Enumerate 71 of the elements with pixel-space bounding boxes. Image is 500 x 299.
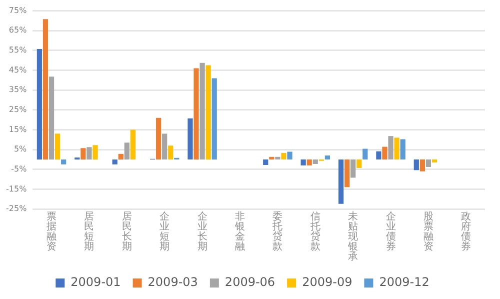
legend-label: 2009-06	[224, 275, 276, 290]
y-tick-label: 35%	[8, 85, 28, 94]
y-tick-label: -25%	[6, 204, 28, 214]
bar	[388, 136, 394, 160]
bar	[263, 159, 268, 165]
y-tick-label: 65%	[8, 26, 28, 35]
bar	[86, 147, 92, 160]
bar	[269, 156, 274, 160]
bar	[156, 118, 162, 160]
bar	[168, 146, 174, 160]
y-tick-label: -5%	[11, 164, 28, 174]
y-tick-label: 15%	[8, 124, 28, 134]
bar	[275, 156, 280, 160]
bar	[362, 148, 368, 160]
bar	[300, 159, 306, 166]
bar	[200, 62, 205, 160]
bar	[287, 152, 292, 160]
x-tick-label: 居民短期	[84, 212, 94, 253]
bar	[36, 49, 42, 160]
bar	[394, 138, 400, 160]
bar	[350, 159, 356, 178]
x-tick-label: 股票融资	[423, 212, 434, 253]
bar	[356, 159, 362, 168]
bar	[54, 134, 60, 160]
legend-label: 2009-03	[148, 275, 198, 290]
legend-label: 2009-09	[302, 275, 352, 290]
bar	[61, 159, 66, 164]
x-tick-label: 未贴现银承	[347, 210, 358, 263]
x-tick-label: 信托贷款	[309, 210, 320, 253]
bar	[432, 159, 438, 162]
bar	[414, 159, 419, 170]
bar	[306, 159, 312, 166]
x-tick-label: 居民长期	[122, 212, 132, 253]
bar	[206, 65, 211, 160]
y-tick-label: 75%	[8, 6, 28, 15]
bar	[48, 76, 54, 160]
x-tick-label: 企业债券	[386, 210, 396, 253]
bar	[80, 148, 86, 160]
bar	[92, 145, 98, 160]
bar	[382, 146, 388, 160]
bar	[338, 159, 344, 204]
y-tick-label: 5%	[14, 144, 28, 154]
bar	[194, 68, 199, 160]
bar	[42, 19, 48, 160]
bar	[420, 159, 425, 172]
bar	[188, 118, 193, 160]
bar	[344, 159, 350, 188]
bar	[312, 159, 318, 164]
x-tick-label: 企业长期	[197, 210, 208, 253]
bar	[281, 152, 286, 160]
bar	[112, 159, 118, 164]
x-tick-label: 非银金融	[234, 210, 245, 253]
legend-label: 2009-12	[379, 275, 430, 290]
bar	[162, 134, 168, 160]
bar	[400, 139, 406, 160]
x-tick-label: 企业短期	[160, 210, 170, 253]
y-tick-label: -15%	[6, 184, 28, 194]
x-tick-label: 政府债券	[461, 212, 472, 253]
bar	[324, 155, 330, 160]
y-tick-label: 55%	[8, 46, 28, 55]
x-tick-label: 委托贷款	[272, 210, 283, 253]
y-tick-label: 45%	[8, 65, 28, 74]
y-tick-label: 25%	[8, 104, 28, 114]
bar	[130, 130, 136, 160]
bar	[124, 142, 130, 160]
bar	[212, 78, 217, 160]
x-tick-label: 票据融资	[46, 212, 57, 253]
bar	[118, 154, 124, 160]
bar	[426, 159, 432, 167]
bar	[376, 151, 382, 160]
legend-label: 2009-01	[70, 275, 121, 290]
